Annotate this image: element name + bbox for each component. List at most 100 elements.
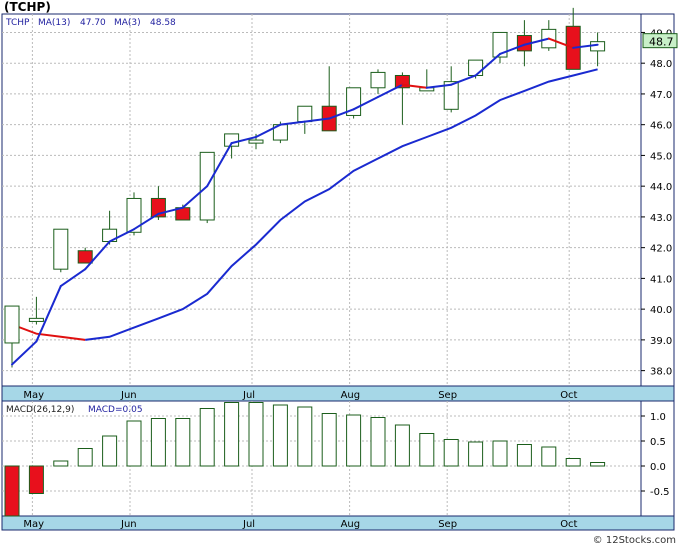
candle-body (297, 105, 313, 123)
macd-x-axis-band (1, 515, 675, 531)
macd-bar (53, 460, 69, 467)
macd-bar (224, 402, 240, 467)
macd-bar (248, 402, 264, 467)
macd-bar (419, 433, 435, 467)
price-grid (2, 14, 645, 386)
macd-y-tick-labels: -0.5 0.0 0.5 1.0 (650, 412, 670, 498)
candle-body (28, 317, 44, 322)
ma-fast-segment (157, 206, 184, 215)
candle-body (468, 59, 484, 76)
legend-symbol: TCHP (5, 18, 30, 28)
ma-slow-segment-red (11, 323, 86, 341)
macd-bar (468, 441, 484, 467)
ma-fast-segment (181, 185, 209, 209)
price-x-tick-labels: May Jun Jul Aug Sep Oct (23, 390, 577, 401)
ma-slow-segment-blue (85, 68, 598, 341)
legend-ma3-label: MA(3) (114, 18, 141, 28)
candle-body (126, 197, 142, 233)
macd-x-tick-label: Oct (560, 519, 577, 530)
ma-fast-segment (133, 212, 160, 231)
chart-title: (TCHP) (4, 0, 51, 14)
macd-x-tick-labels: May Jun Jul Aug Sep Oct (23, 519, 577, 530)
price-x-tick-label: Aug (341, 390, 361, 401)
candle-body (443, 81, 459, 110)
macd-bar (199, 408, 215, 467)
price-x-tick-label: Jun (120, 390, 137, 401)
macd-y-tick-label: 0.0 (650, 462, 666, 473)
ma-fast-segment (572, 43, 599, 49)
macd-bar (590, 462, 606, 467)
candle-body (492, 31, 508, 58)
price-y-tick-label: 47.0 (650, 90, 672, 101)
macd-bar (4, 465, 20, 517)
macd-x-tick-label: Aug (341, 519, 361, 530)
macd-bar (346, 414, 362, 467)
macd-bar (565, 458, 581, 467)
legend-ma13-label: MA(13) (38, 18, 70, 28)
macd-bar (516, 444, 532, 467)
credit-text: © 12Stocks.com (592, 535, 676, 546)
ma3-line-fast (11, 37, 599, 366)
macd-bar (102, 435, 118, 467)
last-price-tag (642, 33, 678, 49)
macd-bar (126, 420, 142, 467)
price-x-tick-label: May (23, 390, 44, 401)
price-y-tick-label: 40.0 (650, 305, 672, 316)
candle (53, 228, 69, 273)
candle-body (77, 250, 93, 264)
price-y-tick-label: 38.0 (650, 367, 672, 378)
macd-bar (28, 465, 44, 494)
legend-ma3-value: 48.58 (150, 18, 176, 28)
macd-bar (492, 440, 508, 467)
ma-fast-segment (303, 117, 331, 123)
price-x-tick-label: Sep (438, 390, 457, 401)
macd-x-tick-label: Jun (120, 519, 137, 530)
candle (199, 151, 215, 224)
macd-bar (443, 439, 459, 467)
ma-fast-segment (59, 268, 87, 288)
legend-macd-value: MACD=0.05 (88, 405, 143, 415)
macd-bar (272, 404, 288, 467)
ma-fast-segment (84, 240, 111, 271)
ma-fast-segment (352, 96, 379, 111)
price-y-tick-label: 46.0 (650, 121, 672, 132)
price-y-tick-label: 44.0 (650, 182, 672, 193)
price-x-tick-label: Jul (242, 390, 255, 401)
ma-fast-segment (450, 74, 477, 86)
candle (126, 192, 142, 236)
candle-body (370, 71, 386, 89)
ma-fast-segment (547, 37, 575, 49)
ma-fast-segment (11, 340, 38, 366)
macd-y-tick-label: 1.0 (650, 412, 666, 423)
price-y-tick-label: 39.0 (650, 336, 672, 347)
price-x-axis-band (1, 385, 675, 402)
ma-fast-segment (425, 83, 453, 89)
ma-fast-segment (255, 123, 282, 138)
macd-y-tick-label: -0.5 (650, 487, 670, 498)
ma-fast-segment (377, 83, 404, 99)
price-y-tick-label: 45.0 (650, 151, 672, 162)
price-y-tick-label: 43.0 (650, 213, 672, 224)
ma-fast-segment (279, 120, 306, 126)
macd-bar (297, 406, 313, 467)
last-price-value: 48.7 (649, 36, 674, 49)
candle-body (4, 305, 20, 344)
price-y-tick-labels: 38.0 39.0 40.0 41.0 42.0 43.0 44.0 45.0 46.0 47.0… (650, 28, 672, 377)
candle (28, 296, 44, 325)
macd-x-tick-label: Sep (438, 519, 457, 530)
macd-bar (77, 448, 93, 467)
macd-bar (150, 418, 166, 467)
macd-x-tick-label: Jul (242, 519, 255, 530)
candle (492, 31, 508, 64)
candle-body (248, 139, 264, 144)
ma-fast-segment (328, 108, 355, 120)
ma-fast-segment (35, 285, 62, 343)
price-y-tick-label: 42.0 (650, 244, 672, 255)
ma-fast-segment (474, 52, 501, 77)
ma-fast-segment (206, 142, 233, 188)
macd-y-tick-label: 0.5 (650, 437, 666, 448)
macd-bar (175, 418, 191, 467)
macd-bar (541, 446, 557, 467)
price-panel (1, 13, 675, 387)
